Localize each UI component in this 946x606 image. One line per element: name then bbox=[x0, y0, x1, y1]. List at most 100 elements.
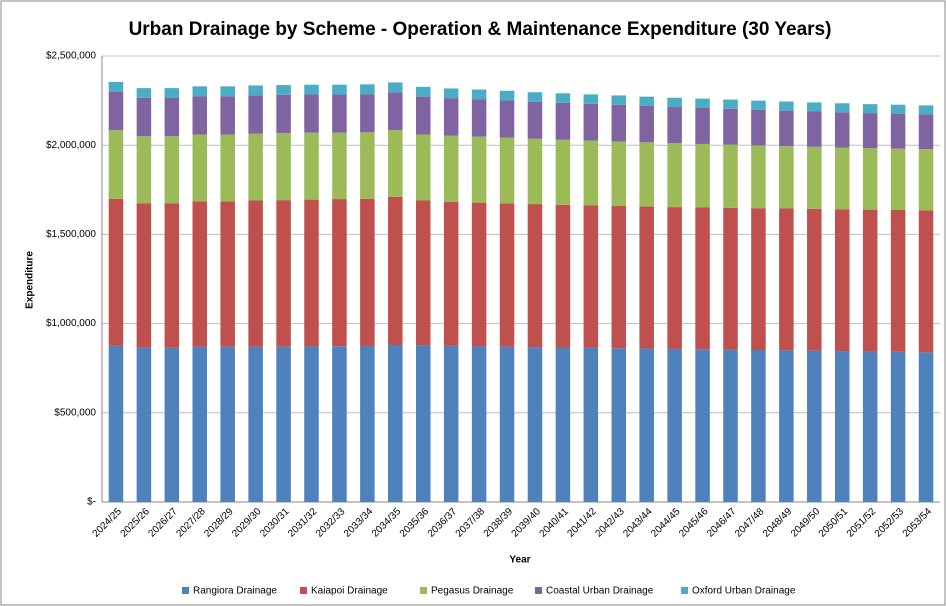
bar-segment bbox=[807, 102, 822, 112]
bar-segment bbox=[360, 198, 375, 346]
y-axis-title: Expenditure bbox=[25, 251, 36, 309]
bar-segment bbox=[723, 349, 738, 502]
bar-segment bbox=[862, 351, 878, 502]
bar-segment bbox=[332, 346, 347, 502]
bar-segment bbox=[192, 346, 208, 502]
bar-segment bbox=[415, 345, 431, 502]
bar-segment bbox=[276, 133, 291, 201]
bar-segment bbox=[276, 85, 291, 95]
bar-segment bbox=[164, 88, 180, 98]
bar-segment bbox=[136, 136, 152, 204]
bar-segment bbox=[779, 208, 794, 351]
bar-segment bbox=[164, 136, 180, 204]
bar-segment bbox=[220, 96, 235, 135]
bar-segment bbox=[527, 138, 543, 205]
bar-segment bbox=[192, 86, 208, 97]
bar-segment bbox=[360, 84, 375, 95]
legend-swatch bbox=[420, 587, 427, 594]
bar-segment bbox=[360, 132, 375, 199]
legend-label: Pegasus Drainage bbox=[431, 586, 514, 597]
bar-segment bbox=[695, 98, 710, 108]
bar-segment bbox=[639, 142, 654, 207]
bar-segment bbox=[667, 107, 682, 144]
bar-segment bbox=[471, 136, 487, 203]
bar-segment bbox=[555, 347, 571, 502]
bar-segment bbox=[332, 84, 347, 95]
bar-segment bbox=[639, 105, 654, 143]
bar-segment bbox=[807, 350, 822, 502]
bar-segment bbox=[388, 345, 403, 502]
bar-segment bbox=[443, 135, 459, 202]
legend-swatch bbox=[182, 587, 189, 594]
bar-segment bbox=[499, 137, 515, 204]
bar-segment bbox=[332, 94, 347, 133]
bar-segment bbox=[918, 210, 934, 353]
bar-segment bbox=[555, 93, 571, 103]
bar-segment bbox=[276, 94, 291, 134]
y-tick-label: $2,000,000 bbox=[46, 140, 96, 151]
bar-segment bbox=[639, 348, 654, 502]
bar-segment bbox=[136, 203, 152, 348]
legend-swatch bbox=[300, 587, 307, 594]
bar-segment bbox=[834, 147, 850, 210]
bar-segment bbox=[108, 130, 124, 199]
bar-segment bbox=[611, 141, 627, 207]
bar-segment bbox=[667, 207, 682, 349]
bar-segment bbox=[555, 102, 571, 140]
bar-segment bbox=[192, 96, 208, 135]
bar-segment bbox=[695, 143, 710, 208]
bar-segment bbox=[471, 99, 487, 137]
bar-segment bbox=[807, 111, 822, 147]
bar-segment bbox=[834, 103, 850, 113]
bar-segment bbox=[779, 350, 794, 502]
bar-segment bbox=[695, 107, 710, 144]
bar-segment bbox=[862, 209, 878, 352]
legend-swatch bbox=[535, 587, 542, 594]
bar-segment bbox=[136, 97, 152, 137]
bar-segment bbox=[527, 101, 543, 139]
bar-segment bbox=[862, 113, 878, 149]
bar-segment bbox=[388, 196, 403, 346]
bar-segment bbox=[555, 204, 571, 348]
bar-segment bbox=[164, 347, 180, 502]
bar-segment bbox=[667, 348, 682, 502]
bar-segment bbox=[779, 110, 794, 147]
bar-segment bbox=[108, 91, 124, 131]
bar-segment bbox=[136, 88, 152, 98]
legend-label: Kaiapoi Drainage bbox=[311, 586, 388, 597]
bar-segment bbox=[108, 345, 124, 502]
bar-segment bbox=[304, 199, 319, 347]
bar-segment bbox=[918, 105, 934, 115]
bar-segment bbox=[527, 347, 543, 502]
bar-segment bbox=[639, 96, 654, 106]
bar-segment bbox=[639, 206, 654, 349]
bar-segment bbox=[723, 207, 738, 350]
bar-segment bbox=[890, 148, 906, 210]
y-tick-label: $2,500,000 bbox=[46, 51, 96, 62]
bar-segment bbox=[890, 351, 906, 502]
bar-segment bbox=[834, 351, 850, 502]
bar-segment bbox=[583, 140, 599, 206]
bar-segment bbox=[304, 132, 319, 200]
bar-segment bbox=[751, 208, 766, 351]
bar-segment bbox=[220, 86, 235, 97]
bar-segment bbox=[751, 109, 766, 146]
bar-segment bbox=[499, 203, 515, 347]
bar-segment bbox=[276, 200, 291, 347]
bar-segment bbox=[611, 348, 627, 502]
bar-segment bbox=[667, 97, 682, 108]
bar-segment bbox=[834, 209, 850, 352]
bar-segment bbox=[248, 133, 263, 201]
bar-segment bbox=[220, 201, 235, 347]
bar-segment bbox=[751, 100, 766, 110]
bar-segment bbox=[499, 90, 515, 101]
x-axis-title: Year bbox=[509, 555, 530, 566]
bar-segment bbox=[583, 347, 599, 502]
bar-segment bbox=[751, 145, 766, 209]
legend-label: Rangiora Drainage bbox=[193, 586, 277, 597]
y-tick-label: $1,000,000 bbox=[46, 318, 96, 329]
bar-segment bbox=[443, 98, 459, 136]
chart-title: Urban Drainage by Scheme - Operation & M… bbox=[129, 19, 832, 40]
bar-segment bbox=[192, 134, 208, 202]
